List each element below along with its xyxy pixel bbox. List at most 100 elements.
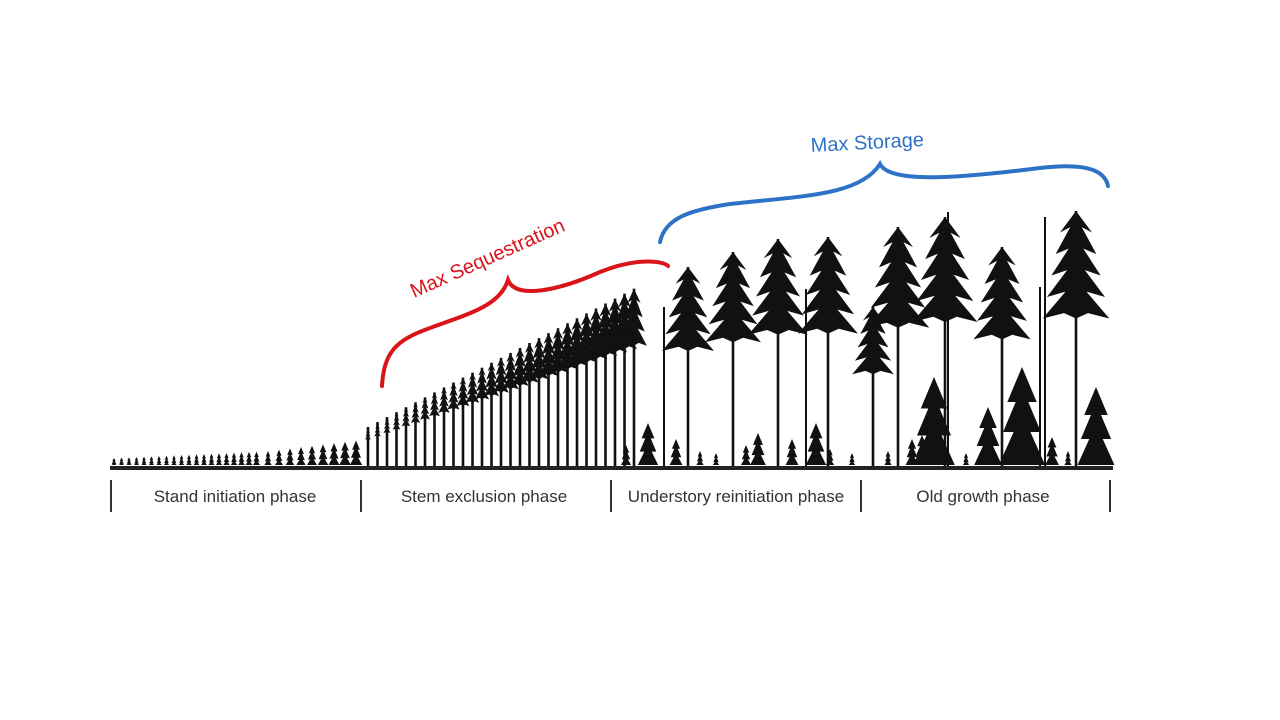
tree-silhouette [548,328,568,467]
tree-silhouette [339,441,351,465]
tree-silhouette [825,449,835,465]
tree-silhouette [661,267,715,467]
tree-silhouette [798,237,858,467]
phase-label-understory-reinitiation: Understory reinitiation phase [628,487,844,506]
tree-silhouette [438,387,450,467]
tree-silhouette [905,439,919,465]
tree-silhouette [474,367,490,467]
tree-silhouette [520,343,539,467]
tree-silhouette [584,308,608,467]
tree-silhouette [118,457,125,465]
tree-silhouette [328,443,340,465]
snag-trunk [663,307,665,467]
tree-silhouette [349,440,363,465]
tree-silhouette [866,227,930,467]
tree-silhouette [612,293,637,467]
tree-silhouettes [111,211,1115,467]
tree-silhouette [974,407,1002,465]
tree-silhouette [392,412,401,467]
tree-silhouette [1045,437,1059,465]
phase-dividers [110,480,1111,512]
snag-trunk [805,289,807,467]
tree-silhouette [538,333,559,467]
tree-silhouette [593,303,618,467]
tree-silhouette [223,452,230,465]
tree-silhouette [230,452,238,465]
tree-silhouette [383,417,391,467]
tree-silhouette [750,433,766,465]
tree-silhouette [620,445,632,465]
phase-label-stem-exclusion: Stem exclusion phase [401,487,567,506]
tree-silhouette [193,454,200,465]
tree-silhouette [111,458,117,465]
tree-silhouette [419,397,431,467]
tree-silhouette [148,456,155,465]
tree-silhouette [186,454,192,465]
phase-label-stand-initiation: Stand initiation phase [154,487,317,506]
snag-trunk [947,212,949,467]
tree-silhouette [317,444,329,465]
tree-silhouette [529,338,549,467]
tree-silhouette [245,451,253,465]
tree-silhouette [285,448,295,465]
tree-silhouette [557,323,578,467]
tree-silhouette [410,402,421,467]
tree-silhouette [748,239,808,467]
tree-silhouette [296,447,306,465]
tree-silhouette [141,456,147,465]
tree-silhouette [156,455,162,465]
tree-silhouette [602,298,628,467]
tree-silhouette [740,445,752,465]
tree-silhouette [848,453,856,465]
tree-silhouette [1064,451,1072,465]
tree-silhouette [447,382,460,467]
tree-silhouette [429,392,440,467]
max-storage-label: Max Storage [810,129,924,157]
tree-silhouette [133,456,140,465]
tree-silhouette [274,449,284,465]
tree-silhouette [575,313,598,467]
tree-silhouette [1042,211,1110,467]
tree-silhouette [483,362,500,467]
max-sequestration-brace [380,259,670,388]
tree-silhouette [705,252,761,467]
tree-silhouette [1077,387,1115,465]
tree-silhouette [465,372,480,467]
ground-line [110,466,1113,470]
tree-silhouette [712,453,720,465]
tree-silhouette [163,455,170,465]
tree-silhouette [696,451,704,465]
tree-silhouette [511,347,529,467]
tree-silhouette [208,453,215,465]
tree-silhouette [171,455,177,465]
tree-silhouette [200,453,208,465]
tree-silhouette [913,377,955,465]
tree-silhouette [637,423,659,465]
snag-trunk [1044,217,1046,467]
tree-silhouette [178,454,185,465]
tree-silhouette [912,217,978,467]
max-storage-brace [658,159,1110,244]
phase-label-old-growth: Old growth phase [916,487,1049,506]
tree-silhouette [456,377,470,467]
tree-silhouette [215,453,223,465]
tree-silhouette [401,407,411,467]
tree-silhouette [785,439,799,465]
tree-silhouette [805,423,827,465]
tree-silhouette [621,288,647,467]
tree-silhouette [252,451,261,465]
tree-silhouette [365,427,371,467]
tree-silhouette [374,422,381,467]
tree-silhouette [307,445,317,465]
tree-silhouette [669,439,683,465]
tree-silhouette [502,352,519,467]
tree-silhouette [566,318,588,467]
tree-silhouette [264,451,272,465]
tree-silhouette [493,357,509,467]
tree-silhouette [238,452,245,465]
tree-silhouette [852,307,894,467]
snag-trunk [1039,287,1041,467]
tree-silhouette [998,367,1046,465]
tree-silhouette [973,247,1031,467]
